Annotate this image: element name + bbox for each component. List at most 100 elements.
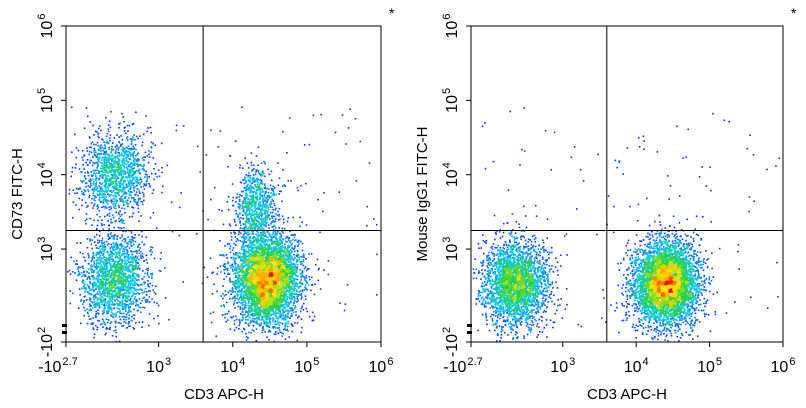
event-dot — [110, 266, 112, 268]
event-dot — [115, 286, 118, 289]
event-dot — [120, 282, 122, 285]
event-dot — [133, 258, 136, 260]
event-dot — [70, 175, 72, 178]
event-dot — [83, 154, 86, 156]
event-dot — [265, 190, 267, 193]
event-dot — [258, 239, 261, 242]
event-dot — [287, 276, 290, 278]
event-dot — [124, 294, 126, 297]
event-dot — [102, 193, 105, 196]
event-dot — [114, 251, 117, 253]
event-dot — [110, 250, 112, 252]
event-dot — [104, 200, 107, 202]
event-dot — [133, 293, 135, 295]
event-dot — [123, 179, 125, 182]
event-dot — [121, 325, 123, 327]
event-dot — [263, 240, 265, 242]
event-dot — [93, 333, 96, 335]
event-dot — [98, 199, 101, 201]
event-dot — [95, 254, 97, 257]
event-dot — [101, 310, 104, 312]
event-dot — [129, 283, 131, 285]
event-dot — [101, 323, 103, 325]
event-dot — [238, 200, 241, 202]
event-dot — [97, 285, 100, 287]
event-dot — [254, 213, 257, 215]
event-dot — [115, 183, 118, 185]
event-dot — [255, 226, 257, 228]
event-dot — [250, 244, 252, 246]
event-dot — [125, 269, 127, 271]
event-dot — [110, 207, 112, 210]
event-dot — [139, 247, 141, 249]
event-dot — [97, 291, 99, 293]
event-dot — [105, 273, 107, 276]
event-dot — [152, 289, 154, 291]
event-dot — [210, 321, 213, 324]
event-dot — [114, 220, 116, 223]
event-dot — [128, 307, 130, 309]
event-dot — [249, 190, 252, 193]
event-dot — [110, 221, 112, 224]
event-dot — [96, 233, 98, 236]
event-dot — [128, 150, 130, 153]
event-dot — [249, 210, 251, 213]
event-dot — [107, 130, 110, 133]
event-dot — [92, 252, 95, 254]
event-dot — [148, 149, 150, 152]
event-dot — [129, 299, 131, 302]
event-dot — [142, 270, 144, 272]
event-dot — [93, 188, 95, 190]
event-dot — [245, 292, 247, 294]
event-dot — [110, 157, 113, 159]
event-dot — [117, 286, 119, 288]
event-dot — [90, 323, 92, 325]
event-dot — [125, 157, 127, 159]
event-dot — [127, 243, 129, 245]
event-dot — [227, 209, 230, 211]
event-dot — [155, 285, 157, 287]
event-dot — [124, 153, 127, 155]
event-dot — [135, 176, 137, 179]
event-dot — [120, 174, 122, 176]
event-dot — [104, 175, 107, 177]
event-dot — [159, 258, 162, 260]
event-dot — [112, 190, 115, 192]
event-dot — [261, 226, 264, 229]
event-dot — [122, 277, 124, 279]
event-dot — [124, 241, 126, 243]
event-dot — [90, 179, 92, 182]
event-dot — [96, 252, 98, 255]
event-dot — [133, 151, 136, 154]
event-dot — [254, 244, 256, 246]
event-dot — [122, 175, 125, 178]
event-dot — [147, 269, 149, 272]
event-dot — [130, 297, 132, 300]
event-dot — [249, 192, 251, 194]
event-dot — [295, 269, 298, 271]
event-dot — [93, 336, 95, 339]
event-dot — [89, 161, 91, 164]
event-dot — [102, 257, 104, 260]
event-dot — [86, 308, 88, 311]
event-dot — [264, 175, 266, 178]
event-dot — [124, 279, 127, 281]
event-dot — [131, 316, 133, 318]
event-dot — [105, 283, 107, 285]
event-dot — [131, 148, 133, 151]
event-dot — [259, 194, 261, 196]
event-dot — [237, 214, 240, 217]
event-dot — [102, 171, 105, 174]
event-dot — [89, 137, 91, 139]
event-dot — [268, 195, 271, 198]
event-dot — [130, 140, 133, 142]
event-dot — [93, 281, 95, 284]
event-dot — [114, 261, 116, 264]
event-dot — [119, 273, 121, 275]
event-dot — [119, 122, 121, 125]
event-dot — [267, 195, 269, 198]
event-dot — [123, 167, 126, 169]
event-dot — [130, 181, 132, 183]
event-dot — [97, 257, 100, 259]
